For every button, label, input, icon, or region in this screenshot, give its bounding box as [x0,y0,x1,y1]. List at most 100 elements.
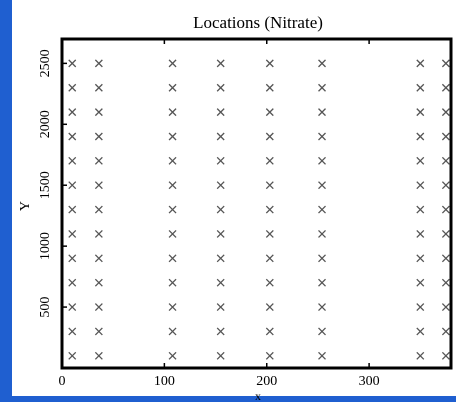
marker-stroke [94,303,103,312]
marker-stroke [216,230,225,238]
marker-stroke [416,108,425,117]
marker-stroke [168,156,177,165]
marker-stroke [168,132,177,141]
point [441,278,450,287]
point [68,254,77,263]
point [416,327,425,336]
point [68,351,77,360]
point [416,59,425,68]
point [416,351,425,360]
point [68,327,77,336]
point [216,351,225,360]
point [318,181,326,190]
y-tick-label: 1500 [38,171,53,199]
point [216,254,225,263]
marker-stroke [416,132,425,141]
marker-stroke [94,83,103,92]
point [168,181,177,190]
marker-stroke [94,351,103,360]
marker-stroke [441,278,450,287]
marker-stroke [318,83,326,92]
point [265,108,274,117]
marker-stroke [216,181,225,190]
marker-stroke [416,327,425,336]
marker-stroke [265,278,274,287]
point [68,108,77,117]
marker-stroke [318,254,326,263]
point [416,108,425,117]
point [265,327,274,336]
point [216,327,225,336]
point [265,254,274,263]
point [68,205,77,214]
point [94,108,103,117]
point [416,230,425,238]
marker-stroke [216,132,225,141]
point [168,303,177,312]
marker-stroke [265,83,274,92]
marker-stroke [168,254,177,263]
marker-stroke [265,156,274,165]
point [265,230,274,238]
marker-stroke [441,303,450,312]
marker-stroke [265,181,274,190]
point [416,303,425,312]
point [416,156,425,165]
marker-stroke [318,59,326,68]
marker-stroke [94,205,103,214]
point [168,59,177,68]
marker-stroke [318,205,326,214]
point [68,181,77,190]
marker-stroke [68,278,77,287]
point [416,205,425,214]
point [216,108,225,117]
point [216,303,225,312]
marker-stroke [168,83,177,92]
point [94,205,103,214]
marker-stroke [318,132,326,141]
marker-stroke [216,351,225,360]
marker-stroke [216,108,225,117]
point [216,156,225,165]
point [168,205,177,214]
point [441,108,450,117]
marker-stroke [265,230,274,238]
point [94,327,103,336]
point [216,278,225,287]
plot-frame [60,37,453,370]
marker-stroke [94,254,103,263]
point [441,156,450,165]
point [265,59,274,68]
marker-stroke [216,254,225,263]
marker-stroke [416,83,425,92]
marker-stroke [68,230,77,238]
point [441,351,450,360]
point [265,156,274,165]
marker-stroke [168,327,177,336]
point [416,132,425,141]
marker-stroke [318,278,326,287]
point [441,254,450,263]
point [441,230,450,238]
marker-stroke [68,108,77,117]
point [416,83,425,92]
marker-stroke [68,132,77,141]
marker-stroke [68,327,77,336]
x-tick-label: 300 [359,374,380,389]
point [68,156,77,165]
point [318,230,326,238]
marker-stroke [216,156,225,165]
marker-stroke [441,230,450,238]
marker-stroke [416,156,425,165]
marker-stroke [318,156,326,165]
marker-stroke [168,278,177,287]
marker-stroke [68,205,77,214]
point [94,278,103,287]
marker-stroke [94,108,103,117]
point [441,181,450,190]
point [168,230,177,238]
point [216,132,225,141]
point [265,351,274,360]
point [68,132,77,141]
point [265,83,274,92]
